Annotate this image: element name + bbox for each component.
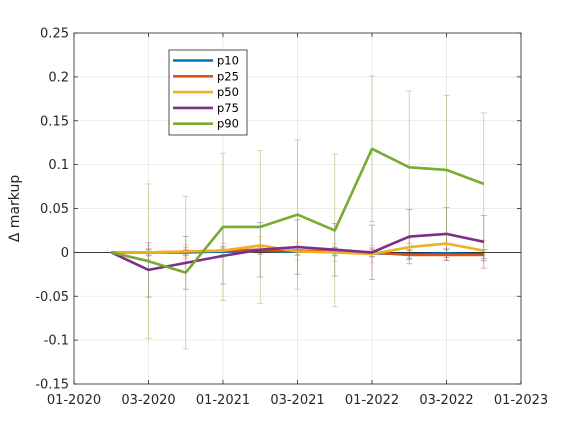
legend-label-p50: p50 (217, 85, 239, 99)
x-tick-label: 01-2021 (196, 393, 250, 408)
tick-marks (73, 32, 522, 385)
y-tick-label: -0.05 (35, 290, 69, 305)
y-tick-label: 0.15 (40, 114, 69, 129)
y-axis-label: Δ markup (7, 175, 23, 243)
x-tick-label: 01-2020 (47, 393, 101, 408)
y-tick-label: 0 (61, 246, 69, 261)
legend-label-p10: p10 (217, 54, 239, 68)
legend-label-p75: p75 (217, 101, 239, 115)
legend-label-p90: p90 (217, 117, 239, 131)
x-tick-label: 03-2022 (419, 393, 473, 408)
x-tick-label: 03-2021 (270, 393, 324, 408)
x-tick-label: 01-2023 (494, 393, 548, 408)
y-tick-label: 0.2 (48, 70, 69, 85)
y-tick-label: 0.05 (40, 202, 69, 217)
series-line-p90 (111, 147, 485, 274)
y-tick-label: -0.1 (44, 334, 69, 349)
series-line-p50 (111, 242, 485, 256)
x-tick-label: 03-2020 (121, 393, 175, 408)
y-tick-label: 0.1 (48, 158, 69, 173)
series-line-p75 (110, 232, 485, 272)
series-lines (110, 147, 485, 274)
y-tick-label: -0.15 (35, 378, 69, 393)
y-tick-label: 0.25 (40, 27, 69, 42)
tick-labels: 01-2020 03-2020 01-2021 03-2021 01-2022 03-20… (35, 27, 548, 409)
legend-label-p25: p25 (217, 69, 239, 83)
x-tick-label: 01-2022 (345, 393, 399, 408)
